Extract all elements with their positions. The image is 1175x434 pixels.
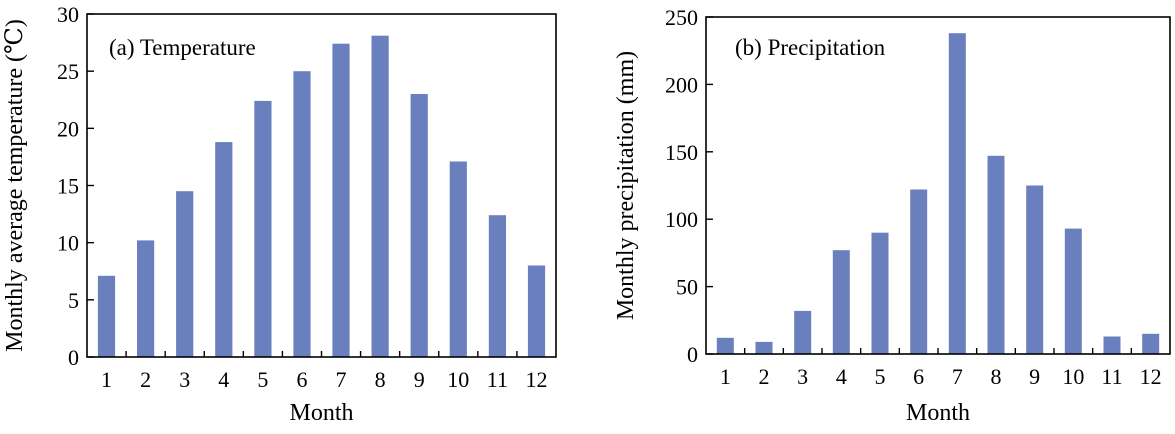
precipitation-xtick-label-8: 8 bbox=[991, 364, 1002, 389]
precipitation-xtick-label-10: 10 bbox=[1062, 364, 1084, 389]
temperature-bar-month-7 bbox=[332, 43, 350, 357]
temperature-xtick-label-10: 10 bbox=[447, 367, 469, 392]
precipitation-xtick-label-1: 1 bbox=[720, 364, 731, 389]
temperature-bar-month-3 bbox=[176, 191, 194, 357]
precipitation-bar-month-11 bbox=[1103, 336, 1121, 354]
precipitation-plot-frame bbox=[705, 16, 1171, 355]
precipitation-bar-month-6 bbox=[910, 189, 928, 354]
precipitation-ytick-label-250: 250 bbox=[665, 5, 698, 30]
temperature-xtick-label-8: 8 bbox=[375, 367, 386, 392]
temperature-panel-title: (a) Temperature bbox=[109, 35, 256, 60]
temperature-xtick-label-9: 9 bbox=[414, 367, 425, 392]
precipitation-xtick-label-4: 4 bbox=[836, 364, 847, 389]
temperature-xtick-label-4: 4 bbox=[218, 367, 229, 392]
precipitation-ytick-label-50: 50 bbox=[676, 275, 698, 300]
precipitation-bar-month-7 bbox=[948, 33, 966, 354]
precipitation-xtick-label-12: 12 bbox=[1140, 364, 1162, 389]
precipitation-bar-month-3 bbox=[794, 310, 812, 354]
temperature-bar-month-11 bbox=[488, 215, 506, 357]
precipitation-ytick-label-200: 200 bbox=[665, 72, 698, 97]
precipitation-bar-month-9 bbox=[1026, 185, 1044, 354]
temperature-ytick-label-0: 0 bbox=[68, 345, 79, 370]
temperature-plot-frame bbox=[86, 13, 557, 358]
precipitation-bar-month-4 bbox=[832, 250, 850, 354]
precipitation-ytick-label-100: 100 bbox=[665, 207, 698, 232]
precipitation-xtick-label-9: 9 bbox=[1029, 364, 1040, 389]
precipitation-bar-month-1 bbox=[716, 337, 734, 354]
temperature-bar-month-12 bbox=[527, 265, 546, 357]
precipitation-xtick-label-7: 7 bbox=[952, 364, 963, 389]
temperature-xtick-label-7: 7 bbox=[336, 367, 347, 392]
precipitation-panel-title: (b) Precipitation bbox=[735, 35, 886, 60]
precipitation-bar-month-5 bbox=[871, 232, 889, 354]
temperature-ytick-label-20: 20 bbox=[57, 116, 79, 141]
temperature-xtick-label-3: 3 bbox=[179, 367, 190, 392]
precipitation-xtick-label-2: 2 bbox=[759, 364, 770, 389]
temperature-xtick-label-12: 12 bbox=[525, 367, 547, 392]
temperature-bar-month-8 bbox=[371, 35, 389, 357]
temperature-bar-month-4 bbox=[215, 142, 233, 357]
temperature-bar-month-2 bbox=[137, 240, 155, 357]
temperature-bar-month-6 bbox=[293, 71, 311, 357]
precipitation-xtick-label-6: 6 bbox=[913, 364, 924, 389]
temperature-ytick-label-10: 10 bbox=[57, 231, 79, 256]
precipitation-x-axis-label: Month bbox=[906, 400, 970, 426]
precipitation-bar-month-8 bbox=[987, 155, 1005, 354]
temperature-bar-month-10 bbox=[449, 161, 467, 357]
temperature-ytick-label-15: 15 bbox=[57, 174, 79, 199]
temperature-bar-month-1 bbox=[97, 275, 116, 357]
precipitation-bar-month-10 bbox=[1064, 228, 1082, 354]
precipitation-xtick-label-3: 3 bbox=[797, 364, 808, 389]
precipitation-xtick-label-5: 5 bbox=[875, 364, 886, 389]
precipitation-xtick-label-11: 11 bbox=[1101, 364, 1122, 389]
precipitation-y-axis-label: Monthly precipitation (mm) bbox=[613, 51, 639, 320]
temperature-xtick-label-1: 1 bbox=[101, 367, 112, 392]
temperature-xtick-label-5: 5 bbox=[257, 367, 268, 392]
temperature-x-axis-label: Month bbox=[289, 400, 353, 426]
temperature-xtick-label-11: 11 bbox=[487, 367, 508, 392]
temperature-bar-month-5 bbox=[254, 100, 272, 358]
precipitation-bar-month-2 bbox=[755, 341, 773, 354]
temperature-y-axis-label: Monthly average temperature (℃) bbox=[2, 19, 28, 352]
temperature-ytick-label-30: 30 bbox=[57, 2, 79, 27]
precipitation-ytick-label-150: 150 bbox=[665, 140, 698, 165]
temperature-ytick-label-25: 25 bbox=[57, 59, 79, 84]
temperature-bar-month-9 bbox=[410, 94, 428, 357]
temperature-ytick-label-5: 5 bbox=[68, 288, 79, 313]
temperature-xtick-label-6: 6 bbox=[296, 367, 307, 392]
precipitation-ytick-label-0: 0 bbox=[687, 342, 698, 367]
temperature-xtick-label-2: 2 bbox=[140, 367, 151, 392]
precipitation-bar-month-12 bbox=[1142, 333, 1160, 354]
